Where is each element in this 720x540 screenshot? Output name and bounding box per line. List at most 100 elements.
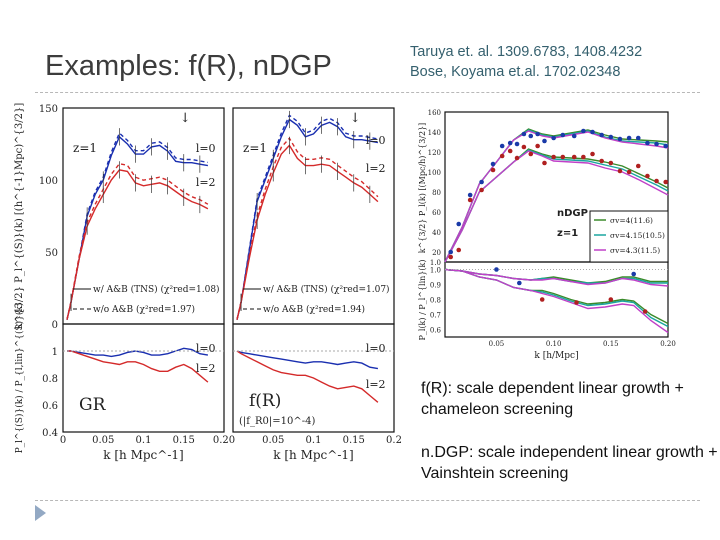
ndgp-y-tick-label: 20 — [432, 249, 441, 257]
ndgp-ratio-y-tick-label: 0.8 — [430, 297, 441, 305]
ndgp-data-point — [448, 254, 454, 260]
annotation-ratio-l0: l=0 — [366, 342, 386, 355]
ndgp-data-point — [635, 135, 641, 141]
ndgp-x-tick-label: 0.10 — [546, 340, 562, 348]
ndgp-data-point — [654, 141, 659, 147]
ndgp-ratio-y-axis-label: P_l(k) / P_l^{lin}(k) — [418, 260, 427, 341]
legend-entry: σv=4(11.6) — [610, 216, 653, 225]
ndgp-data-point — [507, 140, 513, 146]
ndgp-data-point — [608, 134, 614, 140]
ndgp-data-point — [456, 247, 462, 253]
annotation-model: f(R) — [249, 391, 281, 411]
ratio-line-l=2 — [236, 350, 379, 403]
ndgp-ratio-line — [444, 268, 669, 287]
ndgp-data-point — [535, 143, 540, 149]
ndgp-data-point — [528, 133, 534, 139]
ndgp-y-tick-label: 80 — [432, 189, 441, 197]
ndgp-y-axis-label: k^{3/2} P_l(k) [(Mpc/h)^{3/2}] — [418, 123, 427, 254]
ndgp-x-axis-label: k [h/Mpc] — [534, 351, 578, 361]
y-tick-label: 50 — [45, 248, 58, 259]
ndgp-ratio-point — [631, 271, 636, 277]
ndgp-data-point — [456, 221, 462, 227]
x-tick-label: 0.15 — [173, 435, 195, 446]
ndgp-y-tick-label: 1.0 — [430, 259, 441, 267]
ratio-line-l=0 — [67, 347, 209, 358]
ndgp-y-tick-label: 60 — [432, 209, 441, 217]
ndgp-y-tick-label: 100 — [428, 169, 441, 177]
ndgp-data-point — [542, 138, 547, 144]
ndgp-ratio-point — [642, 309, 648, 314]
ndgp-data-point — [514, 141, 520, 147]
legend-entry: σv=4.15(10.5) — [610, 231, 665, 240]
x-tick-label: 0.1 — [306, 435, 322, 446]
ndgp-data-point — [590, 129, 595, 135]
ndgp-data-point — [521, 144, 527, 150]
annotation-model: GR — [79, 395, 107, 415]
ndgp-ratio-y-tick-label: 1.0 — [430, 267, 441, 275]
ndgp-y-tick-label: 160 — [428, 109, 441, 117]
ndgp-data-point — [571, 133, 577, 139]
annotation-z: z=1 — [243, 141, 267, 155]
ndgp-series-line — [444, 150, 669, 263]
slide-title: Examples: f(R), nDGP — [45, 50, 332, 82]
ndgp-y-tick-label: 40 — [432, 229, 441, 237]
ndgp-data-point — [467, 197, 473, 203]
ratio-y-tick-label: 0.8 — [42, 374, 58, 385]
y-tick-label: 100 — [39, 176, 58, 187]
x-axis-label: k [h Mpc^-1] — [273, 448, 353, 462]
ndgp-ratio-point — [574, 300, 579, 305]
ndgp-data-point — [507, 148, 513, 154]
ndgp-data-point — [617, 168, 623, 174]
ndgp-data-point — [551, 154, 556, 160]
ratio-line-l=2 — [67, 350, 209, 383]
annotation-ndgp: nDGP — [557, 208, 588, 219]
arrow-marker: ↓ — [180, 111, 191, 126]
ndgp-data-point — [514, 155, 520, 161]
ndgp-y-tick-label: 120 — [428, 149, 441, 157]
triangle-right-icon[interactable] — [35, 505, 46, 521]
annotation-fr0: (|f_R0|=10^-4) — [239, 416, 315, 427]
ndgp-ratio-y-tick-label: 0.6 — [430, 327, 442, 335]
ratio-y-tick-label: 0.6 — [42, 401, 58, 412]
ndgp-ratio-y-tick-label: 0.9 — [430, 282, 441, 290]
ndgp-data-point — [645, 173, 650, 179]
ndgp-data-point — [528, 151, 534, 157]
ndgp-data-point — [635, 163, 641, 169]
bullet-fr: f(R): scale dependent linear growth + ch… — [421, 380, 684, 418]
ndgp-data-point — [626, 135, 632, 141]
footer-divider — [35, 500, 700, 501]
annotation-z: z=1 — [73, 141, 97, 155]
ndgp-data-point — [663, 143, 669, 149]
citation-taruya: Taruya et. al. 1309.6783, 1408.4232 — [410, 44, 643, 60]
ndgp-data-point — [521, 131, 527, 137]
series-dashed-l=2 — [66, 163, 209, 320]
ndgp-x-tick-label: 0.05 — [489, 340, 505, 348]
ndgp-data-point — [617, 136, 623, 142]
ndgp-data-point — [581, 128, 586, 134]
ndgp-data-point — [560, 154, 566, 160]
annotation-l2: l=2 — [196, 176, 216, 189]
ndgp-data-point — [467, 192, 473, 198]
ndgp-data-point — [654, 178, 659, 184]
ndgp-data-point — [479, 187, 484, 193]
ndgp-data-point — [542, 160, 547, 166]
ndgp-data-point — [551, 135, 556, 141]
citation-bose: Bose, Koyama et.al. 1702.02348 — [410, 64, 621, 80]
series-line-l=2 — [66, 169, 209, 320]
x-tick-label: 0.05 — [92, 435, 114, 446]
ndgp-data-point — [490, 161, 496, 167]
citations: Taruya et. al. 1309.6783, 1408.4232 Bose… — [410, 42, 642, 82]
ndgp-data-point — [590, 151, 595, 157]
ratio-plot-frame — [62, 323, 225, 433]
x-tick-label: 0.2 — [386, 435, 402, 446]
ndgp-x-tick-label: 0.20 — [660, 340, 676, 348]
annotation-l2: l=2 — [366, 162, 386, 175]
x-tick-label: 0.1 — [136, 435, 152, 446]
ndgp-data-point — [448, 249, 454, 255]
legend-entry-tns: w/ A&B (TNS) (χ²red=1.07) — [263, 284, 390, 295]
y-axis-label: k^{3/2} P_l^{(S)}(k) [(h^{-1}Mpc)^{3/2}] — [14, 103, 25, 330]
ndgp-data-point — [499, 143, 505, 149]
bullet-ndgp: n.DGP: scale independent linear growth +… — [421, 444, 718, 482]
